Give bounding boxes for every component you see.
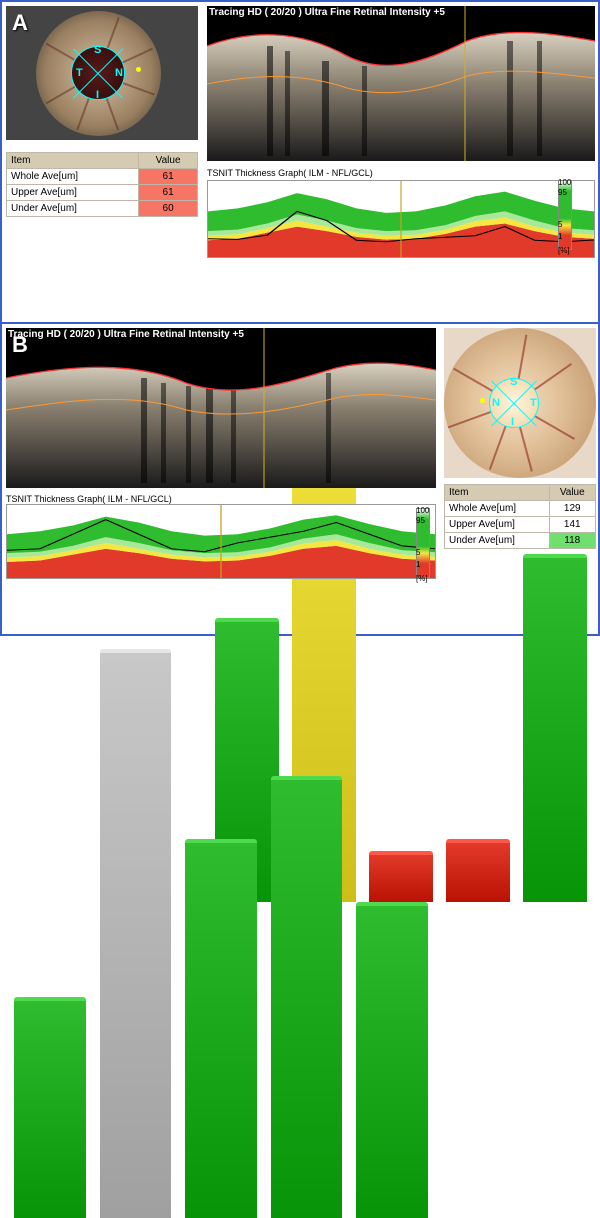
start-marker-icon [480,398,485,403]
bscan-title: Tracing HD ( 20/20 ) Ultra Fine Retinal … [8,329,244,340]
table-row: Under Ave[um]60 [7,201,198,217]
panel-b-tsnit-graph[interactable] [6,504,436,579]
sector-bar [181,586,261,1218]
sector-i: I [511,416,514,428]
table-row: Under Ave[um]118 [445,533,596,549]
sector-t: T [76,67,83,79]
cell-b-1: 141 [549,517,596,533]
sector-n: N [492,397,500,409]
panel-a-bscan[interactable]: Tracing HD ( 20/20 ) Ultra Fine Retinal … [207,6,595,161]
panel-a-fundus[interactable]: S N I T [6,6,198,140]
sector-i: I [96,89,99,101]
table-row: Upper Ave[um]61 [7,185,198,201]
panel-a-table: ItemValue Whole Ave[um]61 Upper Ave[um]6… [6,152,198,217]
sector-s: S [510,376,517,388]
start-marker-icon [136,67,141,72]
table-row: Whole Ave[um]61 [7,169,198,185]
col-value: Value [139,153,198,169]
sector-bar [352,586,432,1218]
cell-b-0: 129 [549,501,596,517]
sector-s: S [94,44,101,56]
panel-a-tsnit-graph[interactable] [207,180,595,258]
panel-b-fundus[interactable]: S T I N [444,328,596,478]
table-row: Whole Ave[um]129 [445,501,596,517]
bscan-title: Tracing HD ( 20/20 ) Ultra Fine Retinal … [209,7,445,18]
col-item: Item [7,153,139,169]
sector-bar [267,586,347,1218]
bscan-svg [207,6,595,161]
sector-n: N [115,67,123,79]
tsnit-label: TSNIT Thickness Graph( ILM - NFL/GCL) [6,494,172,504]
col-value: Value [549,485,596,501]
panel-b-table: ItemValue Whole Ave[um]129 Upper Ave[um]… [444,484,596,549]
sector-bar [96,586,176,1218]
sector-t: T [530,397,537,409]
cell-a-2: 60 [139,201,198,217]
panel-b-bscan[interactable]: Tracing HD ( 20/20 ) Ultra Fine Retinal … [6,328,436,488]
report-frame: A S N I T ItemValue Whole Ave[um]61 [0,0,600,636]
tsnit-label: TSNIT Thickness Graph( ILM - NFL/GCL) [207,168,373,178]
sector-bar [10,586,90,1218]
panel-b-sector-bars [6,586,436,1218]
panel-b-label: B [12,332,28,358]
table-row: Upper Ave[um]141 [445,517,596,533]
panel-a-label: A [12,10,28,36]
cell-a-1: 61 [139,185,198,201]
cell-a-0: 61 [139,169,198,185]
bscan-svg [6,328,436,488]
cell-b-2: 118 [549,533,596,549]
col-item: Item [445,485,550,501]
